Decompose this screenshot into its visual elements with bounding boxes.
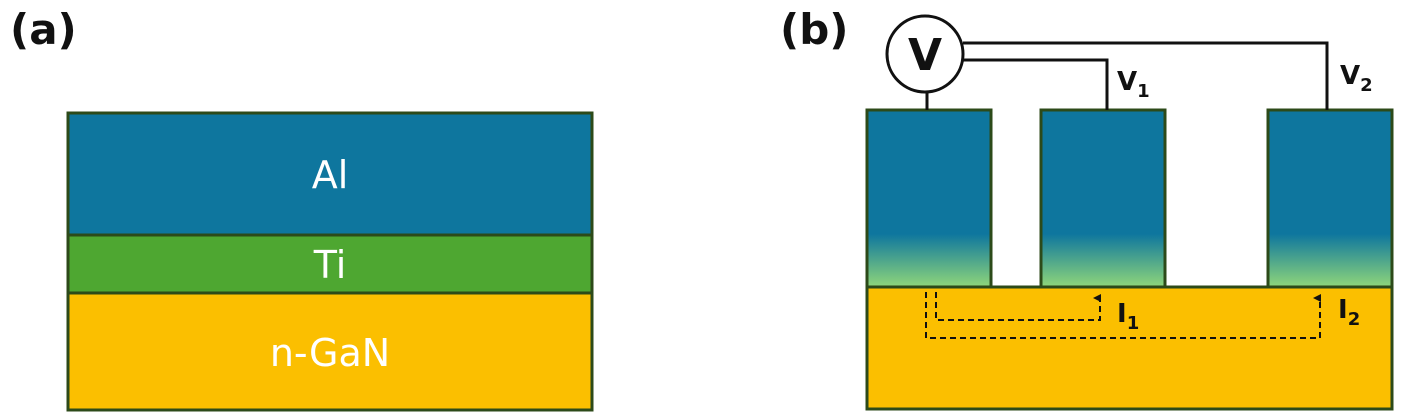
voltmeter: V	[885, 14, 965, 94]
panel-a-label: (a)	[10, 5, 77, 54]
layer-ti-label: Ti	[313, 243, 347, 287]
current-paths	[925, 292, 1321, 339]
substrate-n-gan	[865, 285, 1394, 411]
voltage-label-1-sub: 1	[1137, 81, 1150, 102]
current-label-1-sub: 1	[1127, 313, 1140, 334]
voltage-label-2: V2	[1340, 61, 1373, 96]
layer-al-label: Al	[312, 153, 349, 197]
voltage-label-1-base: V	[1117, 67, 1137, 97]
current-label-1-base: I	[1117, 299, 1127, 329]
panel-a: (a) Al Ti n-GaN	[10, 5, 594, 412]
current-label-2-sub: 2	[1348, 309, 1361, 330]
wire-meter-to-pad-2	[963, 58, 1109, 110]
voltage-label-1: V1	[1117, 67, 1150, 102]
current-path-1	[935, 292, 1101, 321]
contact-pad-2	[1039, 108, 1167, 289]
voltmeter-symbol: V	[908, 30, 942, 81]
current-label-2-base: I	[1338, 295, 1348, 325]
voltmeter-circle	[885, 14, 965, 94]
current-label-1: I1	[1117, 299, 1139, 334]
layer-al	[66, 111, 594, 237]
current-path-2	[925, 292, 1321, 339]
layer-ti	[66, 233, 594, 295]
layer-n-gan	[66, 291, 594, 412]
contact-pad-1	[865, 108, 993, 289]
voltage-label-2-sub: 2	[1360, 75, 1373, 96]
layer-n-gan-label: n-GaN	[270, 331, 390, 375]
wire-meter-to-pad-3	[963, 41, 1329, 110]
contact-pad-3	[1266, 108, 1394, 289]
layer-stack: Al Ti n-GaN	[66, 111, 594, 412]
current-label-2: I2	[1338, 295, 1360, 330]
panel-b: (b) V V1 V2 I1 I2	[780, 5, 1394, 411]
voltage-label-2-base: V	[1340, 61, 1360, 91]
panel-b-label: (b)	[780, 5, 848, 54]
